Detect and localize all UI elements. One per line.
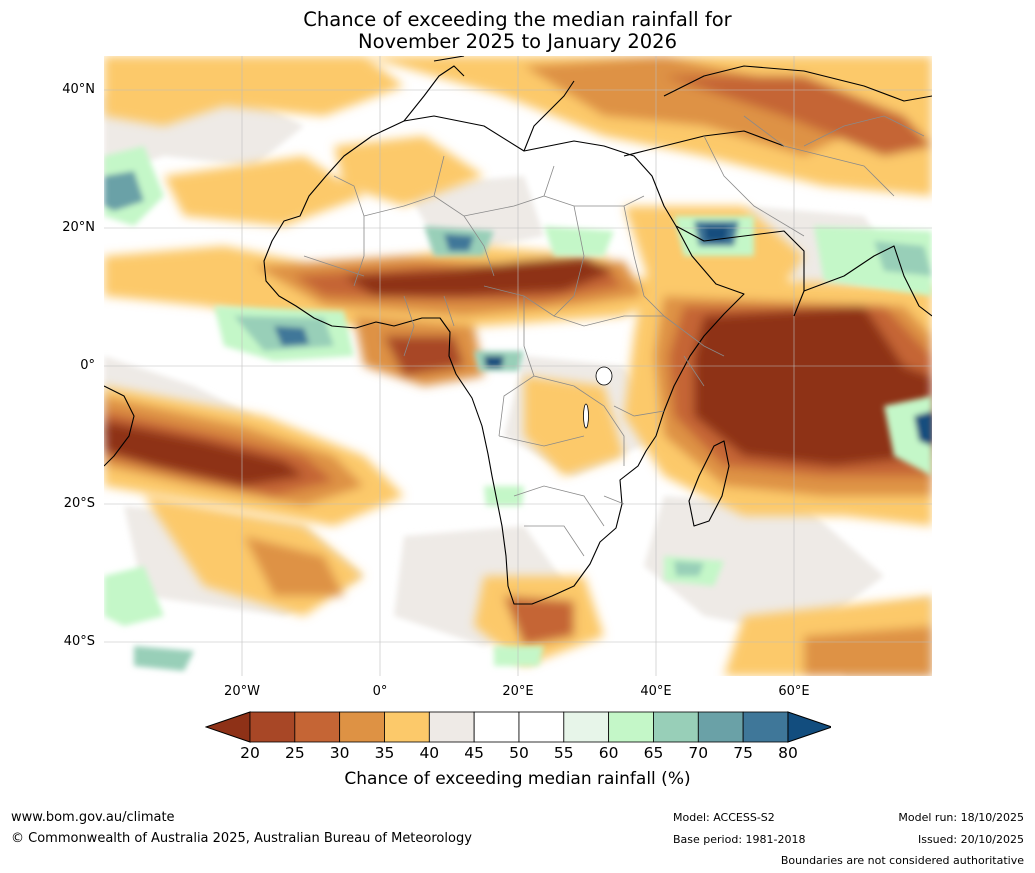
lon-label-60e: 60°E <box>778 684 810 699</box>
lat-label-0: 0° <box>80 358 95 373</box>
colorbar-cell <box>653 711 699 743</box>
colorbar <box>205 711 831 743</box>
colorbar-tick-label: 55 <box>553 744 574 762</box>
colorbar-tick-label: 70 <box>688 744 709 762</box>
model-run: Model run: 18/10/2025 <box>898 811 1024 824</box>
colorbar-label: Chance of exceeding median rainfall (%) <box>344 769 691 789</box>
lat-label-40s: 40°S <box>63 634 95 649</box>
colorbar-tick-label: 60 <box>598 744 619 762</box>
country-boundary-icon <box>303 115 925 557</box>
base-period: Base period: 1981-2018 <box>673 833 806 846</box>
colorbar-tick-label: 45 <box>464 744 484 762</box>
colorbar-tick-label: 20 <box>240 744 260 762</box>
website-link[interactable]: www.bom.gov.au/climate <box>11 810 175 825</box>
below-median-shading <box>104 56 932 676</box>
colorbar-extend-high <box>787 711 831 743</box>
colorbar-extend-low <box>205 711 251 743</box>
colorbar-tick-label: 75 <box>733 744 753 762</box>
lat-label-20s: 20°S <box>63 496 95 511</box>
chart-title: Chance of exceeding the median rainfall … <box>0 9 1035 53</box>
title-line-1: Chance of exceeding the median rainfall … <box>303 8 732 31</box>
colorbar-tick-label: 80 <box>778 744 798 762</box>
graticule <box>104 56 932 676</box>
title-line-2: November 2025 to January 2026 <box>358 30 677 53</box>
colorbar-cell <box>249 711 296 743</box>
lon-label-40e: 40°E <box>640 684 672 699</box>
lon-label-0: 0° <box>372 684 388 699</box>
colorbar-tick-label: 40 <box>419 744 440 762</box>
colorbar-tick-label: 25 <box>284 744 305 762</box>
lon-label-20e: 20°E <box>502 684 534 699</box>
colorbar-cell <box>473 711 520 743</box>
rainfall-map <box>104 56 932 676</box>
colorbar-tick-label: 35 <box>374 744 395 762</box>
colorbar-cell <box>563 711 610 743</box>
colorbar-cell <box>742 711 789 743</box>
lake-icon <box>583 366 613 429</box>
colorbar-cell <box>697 711 744 743</box>
above-median-shading <box>104 146 932 671</box>
colorbar-cell <box>608 711 654 743</box>
lat-label-40n: 40°N <box>62 82 95 97</box>
colorbar-tick-label: 50 <box>509 744 529 762</box>
colorbar-cell <box>294 711 341 743</box>
coastline-icon <box>104 56 932 605</box>
colorbar-cell <box>339 711 385 743</box>
colorbar-cell <box>384 711 430 743</box>
boundary-disclaimer: Boundaries are not considered authoritat… <box>780 854 1024 867</box>
issued-date: Issued: 20/10/2025 <box>917 833 1024 846</box>
colorbar-tick-label: 30 <box>329 744 350 762</box>
model-name: Model: ACCESS-S2 <box>673 811 775 824</box>
colorbar-cell <box>518 711 565 743</box>
colorbar-cell <box>428 711 475 743</box>
copyright-text: © Commonwealth of Australia 2025, Austra… <box>11 831 472 846</box>
lon-label-20w: 20°W <box>224 684 260 699</box>
colorbar-tick-label: 65 <box>643 744 664 762</box>
lat-label-20n: 20°N <box>62 220 95 235</box>
